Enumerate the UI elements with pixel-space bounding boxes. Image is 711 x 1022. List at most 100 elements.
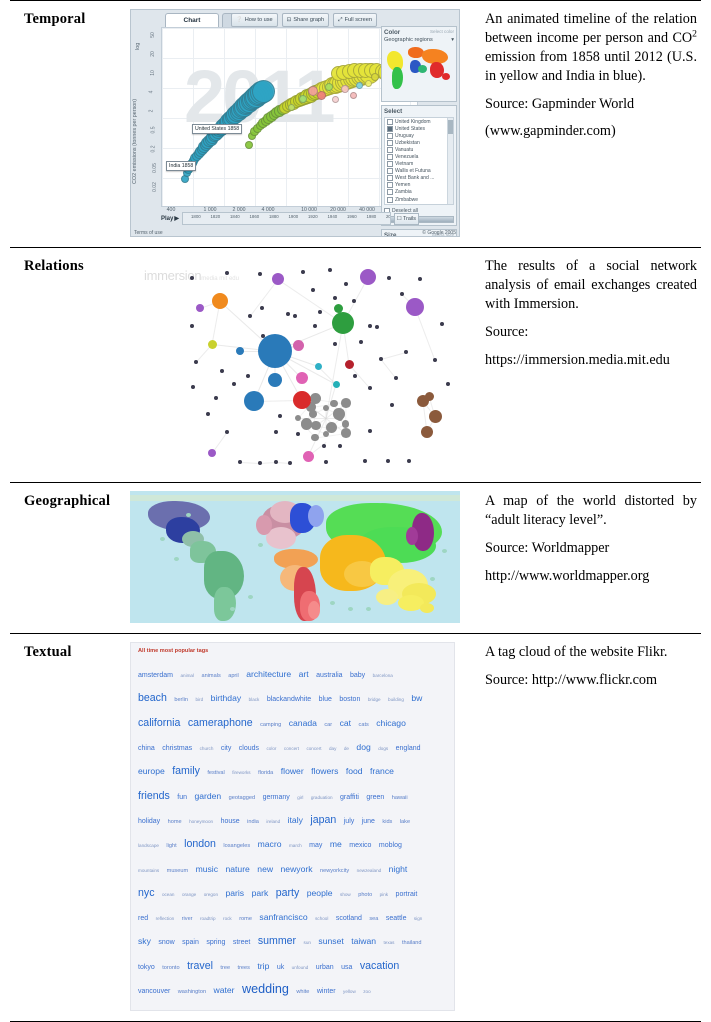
tag-link[interactable]: england	[395, 744, 421, 752]
tag-link[interactable]: car	[324, 721, 333, 728]
tag-link[interactable]: blue	[318, 696, 332, 704]
tag-link[interactable]: red	[138, 915, 149, 923]
network-node[interactable]	[406, 458, 412, 464]
tag-link[interactable]: july	[343, 817, 355, 825]
tag-link[interactable]: texas	[383, 940, 395, 946]
tag-link[interactable]: europe	[138, 766, 165, 777]
tag-link[interactable]: architecture	[246, 669, 292, 679]
network-node[interactable]	[432, 357, 438, 363]
trails-toggle[interactable]: ☐ Trails	[393, 212, 419, 225]
tag-link[interactable]: uk	[276, 963, 285, 971]
tag-link[interactable]: light	[166, 843, 177, 850]
tag-link[interactable]: tree	[220, 964, 231, 971]
network-node[interactable]	[424, 391, 434, 401]
country-list-item[interactable]: United States	[385, 125, 453, 132]
country-list-item[interactable]: Uruguay	[385, 132, 453, 139]
tag-link[interactable]: urban	[315, 963, 334, 971]
network-node[interactable]	[273, 429, 279, 435]
tag-link[interactable]: paris	[225, 887, 245, 898]
tag-link[interactable]: festival	[207, 770, 225, 777]
full-screen-button[interactable]: ⤢ Full screen	[333, 13, 377, 27]
tag-link[interactable]: dogs	[378, 745, 389, 751]
year-timeline-slider[interactable]: 1800 1820 1840 1860 1880 1900 1920 1940 1960 1980…	[181, 212, 391, 225]
tag-link[interactable]: show	[340, 891, 351, 897]
network-node[interactable]	[259, 305, 265, 311]
network-node[interactable]	[273, 459, 279, 465]
tag-link[interactable]: hawaii	[391, 794, 408, 801]
tag-link[interactable]: cats	[358, 721, 369, 728]
tag-link[interactable]: camping	[260, 721, 282, 728]
tag-link[interactable]: berlin	[174, 697, 189, 704]
country-list-item[interactable]: United Kingdom	[385, 118, 453, 125]
tag-link[interactable]: animal	[180, 673, 195, 678]
tag-link[interactable]: china	[138, 744, 155, 752]
tag-link[interactable]: spring	[206, 939, 226, 947]
network-node[interactable]	[208, 449, 216, 457]
network-node[interactable]	[309, 410, 317, 418]
tag-link[interactable]: people	[306, 887, 333, 898]
tag-link[interactable]: fun	[177, 793, 187, 801]
tag-link[interactable]: house	[220, 817, 240, 825]
network-node[interactable]	[330, 399, 338, 408]
network-node[interactable]	[311, 420, 321, 431]
tag-link[interactable]: pink	[379, 891, 389, 897]
tag-link[interactable]: france	[370, 766, 394, 777]
tag-link[interactable]: thailand	[401, 940, 422, 947]
tag-link[interactable]: church	[199, 745, 214, 751]
tag-link[interactable]: unfound	[291, 964, 309, 970]
tab-chart[interactable]: Chart	[165, 13, 219, 27]
tag-link[interactable]: tokyo	[138, 963, 155, 971]
network-node[interactable]	[309, 392, 321, 405]
tag-link[interactable]: art	[298, 669, 309, 679]
tag-link[interactable]: india	[247, 818, 259, 825]
tag-link[interactable]: april	[228, 673, 239, 679]
country-checkbox[interactable]	[387, 189, 393, 196]
network-node[interactable]	[245, 373, 251, 379]
tag-link[interactable]: lake	[399, 818, 411, 825]
tag-link[interactable]: orange	[181, 891, 197, 897]
immersion-network-graph[interactable]: immersionmedia mit edu	[130, 256, 460, 472]
tag-link[interactable]: animals	[201, 673, 221, 679]
network-node[interactable]	[292, 313, 298, 319]
network-node[interactable]	[332, 312, 354, 334]
network-node[interactable]	[300, 269, 306, 275]
tag-link[interactable]: chicago	[376, 717, 406, 728]
tag-link[interactable]: music	[195, 863, 219, 874]
network-node[interactable]	[260, 333, 266, 339]
tag-link[interactable]: ocean	[161, 891, 175, 897]
network-node[interactable]	[340, 428, 351, 438]
country-checkbox[interactable]	[387, 168, 393, 175]
timeline-controls[interactable]: Play ▶ 1800 1820 1840 1860 1880 1900 1920 1940 1…	[161, 211, 419, 226]
network-node[interactable]	[332, 380, 340, 388]
tag-link[interactable]: june	[361, 817, 375, 825]
tag-link[interactable]: amsterdam	[138, 672, 174, 679]
tag-link[interactable]: australia	[316, 672, 343, 679]
tag-link[interactable]: winter	[316, 988, 336, 996]
tag-link[interactable]: street	[232, 939, 251, 947]
tag-link[interactable]: florida	[258, 770, 274, 777]
tag-link[interactable]: seattle	[385, 915, 407, 923]
country-list-item[interactable]: Zimbabwe	[385, 196, 453, 203]
tag-link[interactable]: may	[309, 842, 323, 850]
tag-link[interactable]: march	[288, 843, 302, 849]
network-node[interactable]	[293, 391, 311, 409]
tag-link[interactable]: birthday	[210, 693, 242, 704]
network-node[interactable]	[212, 293, 228, 309]
tag-link[interactable]: school	[315, 916, 329, 922]
network-node[interactable]	[340, 398, 351, 408]
network-node[interactable]	[310, 287, 316, 293]
tag-link[interactable]: me	[329, 839, 342, 850]
tag-link[interactable]: nature	[225, 863, 250, 874]
network-node[interactable]	[292, 339, 304, 351]
tag-link[interactable]: vacation	[359, 959, 400, 972]
network-node[interactable]	[312, 323, 318, 329]
network-node[interactable]	[351, 298, 357, 304]
worldmapper-cartogram[interactable]	[130, 491, 460, 623]
tag-link[interactable]: green	[366, 793, 385, 801]
network-node[interactable]	[244, 391, 264, 411]
tag-link[interactable]: italy	[287, 814, 303, 825]
network-node[interactable]	[277, 413, 283, 419]
tag-link[interactable]: de	[343, 745, 349, 751]
tag-link[interactable]: portrait	[395, 890, 418, 898]
country-list-item[interactable]: Vanuatu	[385, 146, 453, 153]
